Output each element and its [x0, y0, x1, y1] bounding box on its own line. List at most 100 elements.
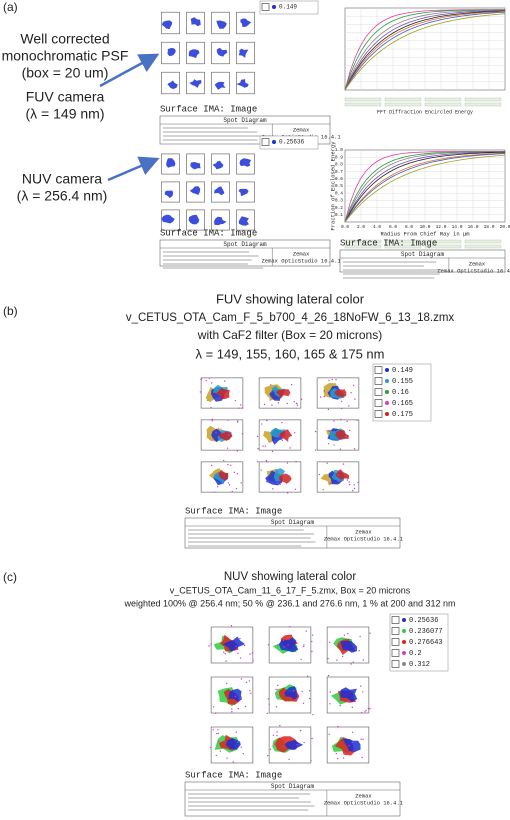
legend-marker: [385, 379, 389, 383]
spot-dot: [287, 392, 289, 394]
ee-curve: [344, 151, 506, 223]
ee-curve: [344, 11, 506, 91]
spot-dot: [359, 635, 361, 638]
legend-entry: 0.155: [392, 378, 413, 386]
spot-dot: [348, 483, 351, 486]
spot: [161, 20, 173, 30]
spot-dot: [219, 750, 222, 752]
caption: NUV showing lateral color: [224, 571, 356, 583]
spot-dot: [270, 384, 272, 386]
spot: [189, 186, 201, 195]
spot-dot: [310, 760, 312, 762]
spot-dot: [289, 447, 291, 449]
spot-dot: [260, 469, 262, 471]
spot-dot: [287, 440, 289, 442]
spot-dot: [267, 698, 270, 700]
ee-curve: [344, 9, 506, 91]
spot-dot: [360, 712, 363, 714]
spot-dot: [290, 383, 293, 386]
spot-dot: [341, 737, 344, 739]
spot-dot: [339, 705, 341, 707]
legend-check: [261, 138, 270, 146]
spot-box: [161, 41, 180, 65]
spot-dot: [279, 724, 281, 727]
spot-dot: [281, 421, 283, 424]
caption: weighted 100% @ 256.4 nm; 50 % @ 236.1 a…: [124, 598, 456, 608]
spot-box: [268, 676, 312, 714]
spot: [190, 17, 201, 27]
spot-dot: [252, 660, 254, 662]
spot: [278, 473, 292, 484]
y-tick-label: 0.3: [335, 198, 343, 204]
spot: [276, 389, 291, 399]
legend-marker: [385, 368, 389, 372]
spot-dot: [286, 402, 288, 405]
spot-dot: [322, 489, 324, 491]
spot-dot: [282, 639, 285, 642]
ee-legend-swatch: [424, 102, 462, 107]
spot: [238, 188, 249, 197]
spot-box: [316, 377, 360, 409]
spot-dot: [244, 705, 247, 708]
spot-dot: [335, 752, 338, 755]
spot-box: [186, 209, 205, 231]
spot-dot: [362, 691, 364, 693]
annotation: NUV camera: [22, 171, 102, 187]
info-company: Zemax: [355, 792, 372, 799]
spot-box: [268, 726, 312, 764]
x-tick-label: 20.0: [500, 224, 510, 230]
spot-dot: [311, 650, 313, 653]
x-tick-label: 10.0: [420, 224, 431, 230]
spot-dot: [208, 645, 210, 647]
spot-dot: [348, 405, 350, 407]
spot-dot: [348, 429, 351, 432]
spot-dot: [352, 661, 355, 663]
x-tick-label: 8.0: [405, 224, 413, 230]
spot-dot: [347, 632, 349, 635]
spot-dot: [250, 692, 252, 694]
spot-dot: [346, 420, 348, 423]
spot-box: [316, 419, 360, 451]
ee-legend-swatch: [344, 102, 382, 107]
spot-dot: [352, 490, 354, 492]
spot-box: [258, 419, 302, 451]
spot-dot: [216, 732, 218, 735]
spot-grid: [161, 153, 255, 231]
x-tick-label: 14.0: [452, 224, 463, 230]
spot-box: [210, 676, 254, 714]
spot-dot: [353, 487, 356, 490]
spot: [223, 636, 246, 652]
ee-legend-swatch: [384, 102, 422, 107]
spot-dot: [282, 746, 284, 748]
spot-dot: [351, 706, 354, 709]
info-company: Zemax: [293, 250, 310, 257]
info-version: Zemax OpticStudio 16.4.1: [324, 535, 404, 542]
spot-dot: [303, 644, 305, 646]
spot-dot: [276, 731, 278, 733]
spot-box: [161, 11, 180, 35]
spot-dot: [295, 460, 297, 463]
spot-dot: [262, 445, 264, 447]
spot: [236, 79, 249, 88]
spot: [190, 162, 201, 170]
surface-label: Surface IMA: Image: [340, 238, 437, 248]
spot-dot: [207, 399, 209, 402]
spot-dot: [270, 390, 273, 393]
spot-dot: [279, 483, 281, 486]
spot-dot: [267, 644, 270, 646]
spot-dot: [232, 761, 235, 763]
x-axis-label: Radius From Chief Ray in µm: [380, 230, 470, 237]
spot-dot: [217, 428, 220, 430]
spot-dot: [231, 708, 233, 710]
spot-dot: [276, 644, 279, 646]
spot-dot: [292, 690, 295, 692]
spot-dot: [235, 488, 238, 490]
ee-legend-swatch: [464, 239, 502, 244]
spot: [215, 388, 230, 400]
spot-dot: [273, 743, 276, 745]
spot-dot: [251, 652, 254, 654]
y-tick-label: 0.4: [335, 190, 343, 196]
annotation: (box = 20 um): [22, 65, 109, 81]
legend-entry: 0.175: [392, 411, 413, 419]
info-company: Zemax: [469, 260, 486, 267]
